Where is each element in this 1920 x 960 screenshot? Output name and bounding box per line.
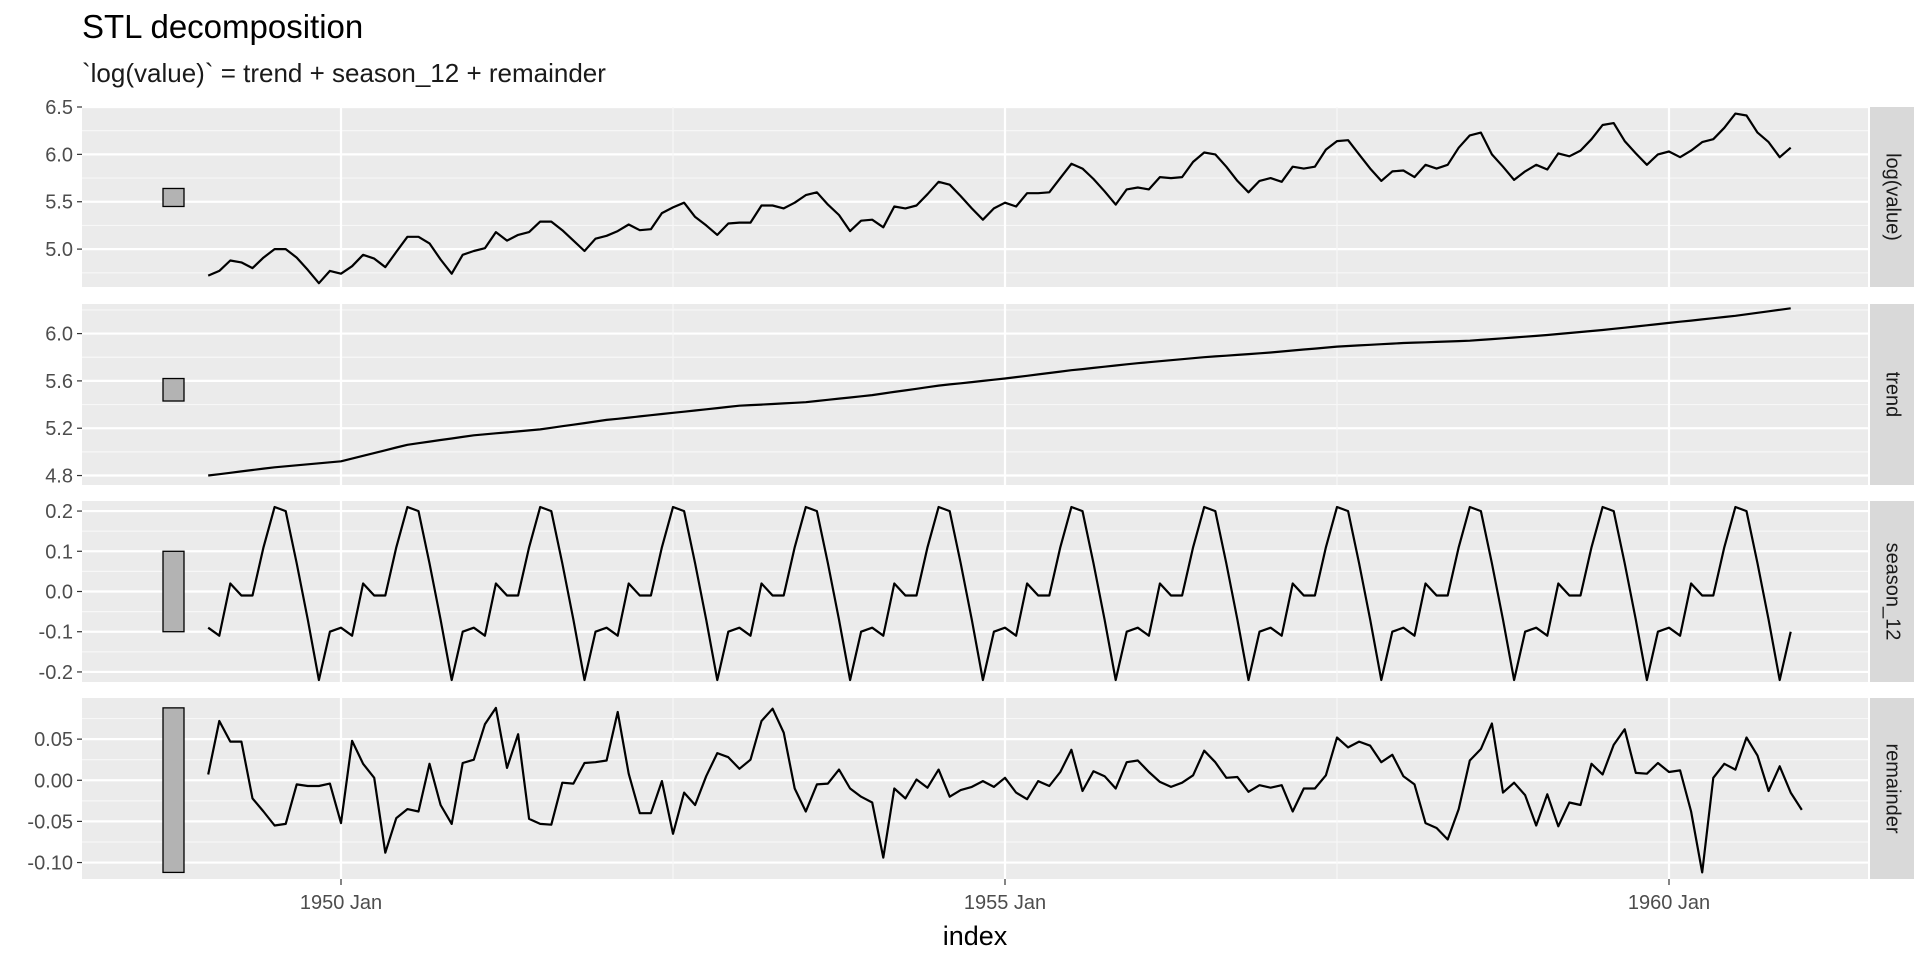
facet-panels: 5.0 5.5 6.0 6.5 log(value) 4.8 5.2 5.6 6.0 trend -…: [27, 97, 1914, 879]
facet-panel-3: -0.10 -0.05 0.00 0.05 remainder: [27, 698, 1914, 879]
scale-bar: [162, 187, 185, 208]
series-line-season_12: [207, 505, 1792, 682]
y-tick-label: 4.8: [45, 466, 73, 488]
series-line-remainder: [207, 706, 1803, 874]
x-tick-label: 1955 Jan: [964, 892, 1046, 914]
facet-panel-0: 5.0 5.5 6.0 6.5 log(value): [45, 97, 1914, 287]
series-line-trend: [208, 307, 1791, 477]
y-tick-label: 0.1: [45, 541, 73, 563]
y-tick-label: 0.2: [45, 501, 73, 523]
y-tick-label: 0.00: [34, 770, 73, 792]
scale-bar: [162, 707, 185, 874]
facet-strip-label: trend: [1882, 372, 1904, 418]
facet-strip: [1870, 698, 1914, 879]
facet-panel-1: 4.8 5.2 5.6 6.0 trend: [45, 304, 1914, 488]
panel-background: [82, 698, 1868, 879]
facet-strip: [1870, 107, 1914, 287]
y-tick-label: -0.10: [27, 853, 73, 875]
chart-subtitle: `log(value)` = trend + season_12 + remai…: [82, 58, 606, 88]
facet-strip: [1870, 304, 1914, 485]
panel-background: [82, 107, 1868, 287]
y-tick-label: 6.0: [45, 324, 73, 346]
y-tick-label: 0.0: [45, 582, 73, 604]
facet-strip-label: season_12: [1882, 543, 1904, 641]
facet-strip-label: log(value): [1882, 153, 1904, 241]
y-tick-label: 6.5: [45, 97, 73, 119]
facet-strip: [1870, 501, 1914, 682]
y-tick-label: 5.0: [45, 239, 73, 261]
y-tick-label: -0.1: [39, 622, 73, 644]
series-line-log(value): [207, 112, 1792, 285]
y-tick-label: -0.05: [27, 811, 73, 833]
y-tick-label: 6.0: [45, 144, 73, 166]
facet-strip-label: remainder: [1882, 743, 1904, 833]
x-tick-label: 1950 Jan: [300, 892, 382, 914]
scale-bar: [162, 377, 185, 402]
y-tick-label: 5.6: [45, 371, 73, 393]
x-axis-label: index: [943, 921, 1008, 951]
scale-bar: [162, 550, 185, 633]
facet-panel-2: -0.2 -0.1 0.0 0.1 0.2 season_12: [39, 501, 1914, 684]
x-tick-label: 1960 Jan: [1628, 892, 1710, 914]
y-tick-label: 0.05: [34, 729, 73, 751]
chart-title: STL decomposition: [82, 8, 363, 45]
x-axis: 1950 Jan 1955 Jan 1960 Jan: [300, 879, 1710, 914]
y-tick-label: 5.5: [45, 192, 73, 214]
y-tick-label: 5.2: [45, 418, 73, 440]
y-tick-label: -0.2: [39, 662, 73, 684]
